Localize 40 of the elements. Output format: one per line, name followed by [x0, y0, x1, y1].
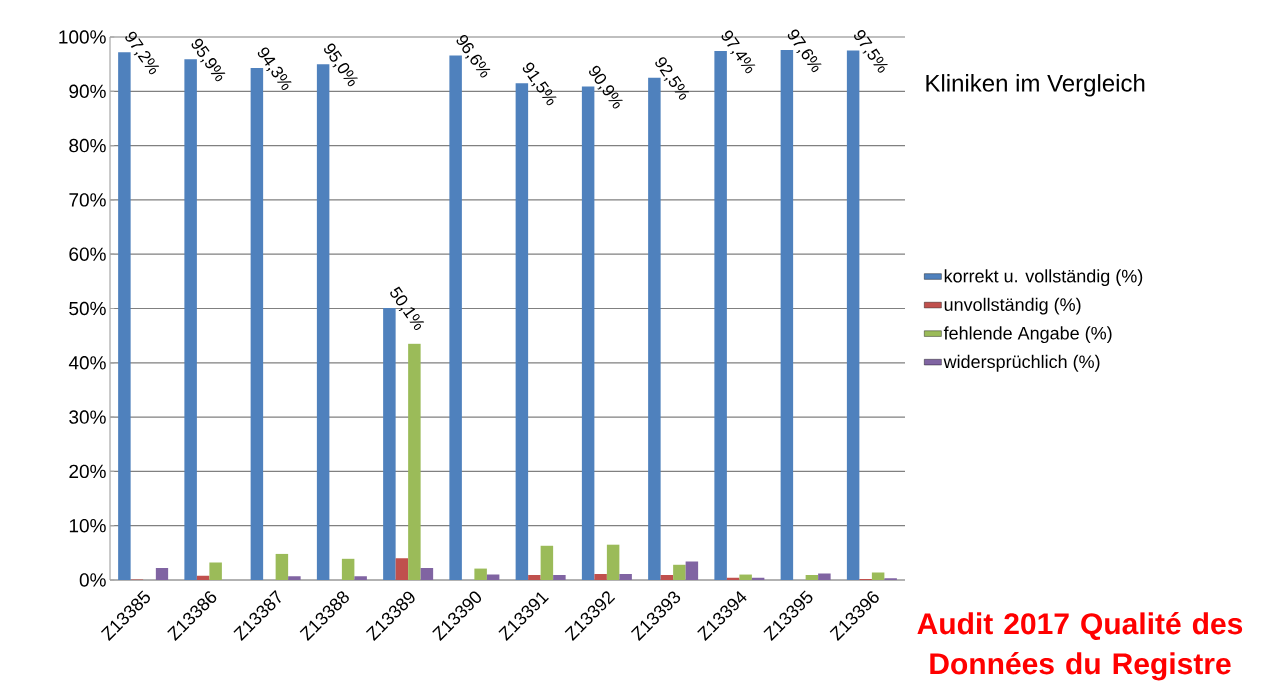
bar: [871, 572, 885, 580]
legend-label: widersprüchlich (%): [943, 354, 1100, 372]
bar: [685, 561, 699, 580]
bar: [619, 574, 632, 580]
bar: [528, 575, 541, 580]
bar: [594, 574, 607, 580]
bar: [395, 558, 409, 580]
bar: [275, 553, 289, 580]
y-tick-label: 80%: [69, 138, 106, 153]
y-tick-label: 40%: [68, 356, 106, 370]
legend-label: unvollständig (%): [944, 297, 1081, 315]
bar: [155, 568, 169, 580]
bar: [540, 545, 554, 580]
bar: [553, 575, 566, 580]
bar: [474, 568, 487, 580]
bar: [606, 544, 620, 580]
bar: [408, 343, 421, 580]
legend-label: korrekt u. vollständig (%): [944, 269, 1143, 287]
bar: [420, 568, 434, 580]
bar: [739, 574, 752, 580]
bar: [354, 576, 367, 580]
text: Audit 2017 Qualité des Données du Registre: [917, 612, 1243, 681]
y-tick-label: 10%: [69, 518, 106, 533]
y-tick-label: 20%: [69, 464, 106, 479]
bar: [673, 564, 686, 580]
y-tick-label: 0%: [79, 573, 106, 587]
y-tick-label: 100%: [59, 30, 106, 44]
y-tick-label: 90%: [69, 84, 106, 99]
text: Kliniken im Vergleich: [926, 74, 1145, 97]
bar: [805, 575, 819, 580]
y-tick-label: 60%: [69, 247, 106, 261]
bar: [288, 576, 301, 580]
bar: [818, 573, 831, 580]
y-tick-label: 30%: [69, 410, 106, 424]
legend-label: fehlende Angabe (%): [943, 326, 1112, 344]
y-tick-label: 70%: [69, 193, 106, 207]
bar: [209, 562, 222, 580]
y-tick-label: 50%: [69, 301, 106, 316]
bar: [660, 575, 674, 580]
bar: [341, 558, 355, 580]
